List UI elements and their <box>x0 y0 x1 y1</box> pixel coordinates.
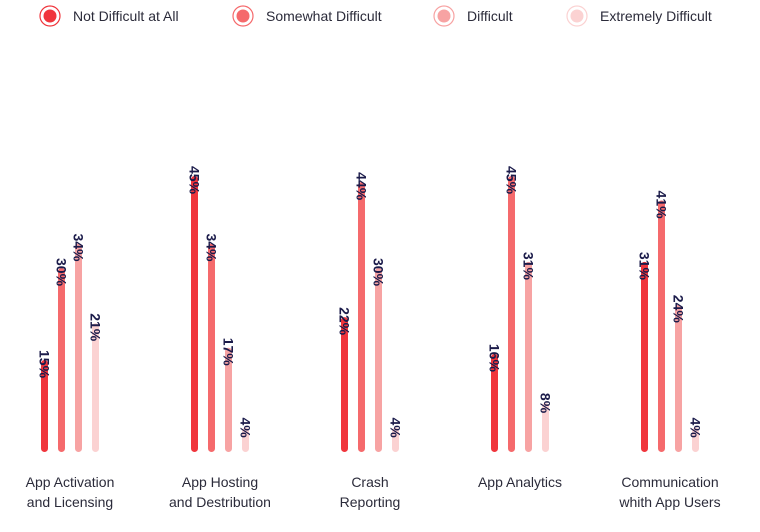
data-label: 31% <box>637 252 653 281</box>
bar <box>341 317 348 452</box>
data-labels-group: 15%30%34%21%45%34%17%4%22%44%30%4%16%45%… <box>37 166 704 438</box>
data-label: 30% <box>371 258 387 287</box>
bar <box>92 323 99 452</box>
bar <box>508 176 515 452</box>
data-label: 24% <box>671 295 687 324</box>
data-label: 31% <box>521 252 537 281</box>
bar <box>491 353 498 452</box>
data-label: 45% <box>187 166 203 195</box>
data-label: 4% <box>238 417 254 438</box>
data-label: 45% <box>504 166 520 195</box>
legend-marker <box>570 9 584 23</box>
bar <box>75 243 82 452</box>
category-label: App Activation and Licensing <box>26 474 115 510</box>
category-label: Crash Reporting <box>340 474 401 510</box>
legend-marker <box>437 9 451 23</box>
data-label: 22% <box>337 307 353 336</box>
data-label: 4% <box>388 417 404 438</box>
data-label: 21% <box>88 313 104 342</box>
bar <box>542 402 549 452</box>
legend-label: Somewhat Difficult <box>266 8 382 24</box>
category-labels-group: App Activation and Licensing App Hosting an… <box>26 474 721 510</box>
legend-label: Difficult <box>467 8 513 24</box>
bar <box>208 243 215 452</box>
data-label: 34% <box>71 233 87 262</box>
legend-label: Extremely Difficult <box>600 8 712 24</box>
chart-legend: Not Difficult at All Somewhat Difficult Di… <box>39 5 712 27</box>
data-label: 4% <box>688 417 704 438</box>
bar <box>675 304 682 452</box>
data-label: 34% <box>204 233 220 262</box>
legend-label: Not Difficult at All <box>73 8 179 24</box>
data-label: 15% <box>37 350 53 379</box>
bar <box>525 261 532 452</box>
bar <box>375 268 382 452</box>
legend-marker <box>43 9 57 23</box>
data-label: 44% <box>354 172 370 201</box>
bars-group <box>41 176 699 452</box>
bar <box>242 427 249 452</box>
legend-marker <box>236 9 250 23</box>
bar <box>225 347 232 452</box>
bar <box>392 427 399 452</box>
data-label: 41% <box>654 191 670 220</box>
bar <box>692 427 699 452</box>
data-label: 17% <box>221 338 237 367</box>
bar <box>641 261 648 452</box>
data-label: 16% <box>487 344 503 373</box>
category-label: App Hosting and Destribution <box>169 474 271 510</box>
bar <box>58 268 65 452</box>
bar <box>358 182 365 452</box>
category-label: Communication whith App Users <box>618 474 720 510</box>
bar <box>191 176 198 452</box>
data-label: 30% <box>54 258 70 287</box>
category-label: App Analytics <box>478 474 562 490</box>
bar <box>658 200 665 452</box>
data-label: 8% <box>538 393 554 414</box>
bar <box>41 360 48 452</box>
